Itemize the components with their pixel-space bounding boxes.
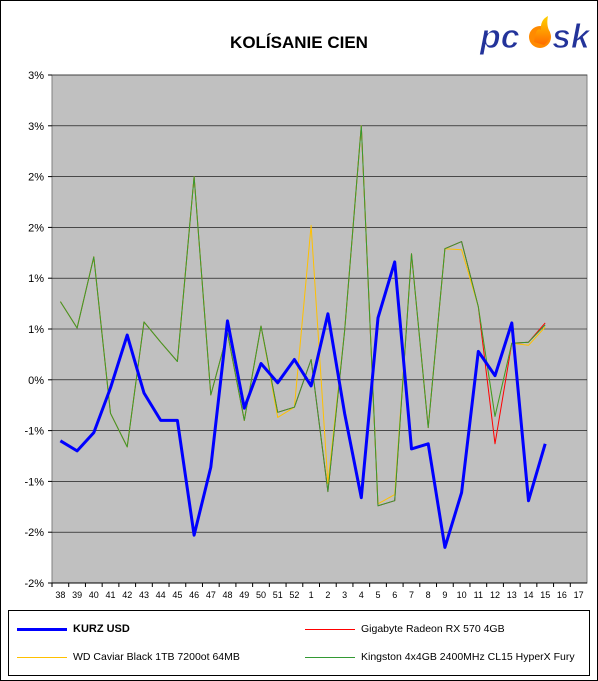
legend-label: Kingston 4x4GB 2400MHz CL15 HyperX Fury (361, 651, 575, 663)
pcosk-logo: pc sk (479, 16, 590, 57)
x-tick-label: 48 (223, 590, 233, 600)
y-tick-label: 3% (28, 121, 44, 133)
x-tick-label: 9 (442, 590, 447, 600)
y-tick-label: -1% (24, 426, 44, 438)
svg-text:pc: pc (479, 18, 520, 56)
x-tick-label: 43 (139, 590, 149, 600)
x-tick-label: 13 (507, 590, 517, 600)
x-tick-label: 7 (409, 590, 414, 600)
x-tick-label: 40 (89, 590, 99, 600)
x-tick-label: 11 (474, 590, 483, 600)
legend-label: Gigabyte Radeon RX 570 4GB (361, 623, 505, 635)
series-lines (59, 125, 547, 549)
y-tick-label: 3% (28, 70, 44, 82)
x-tick-label: 2 (325, 590, 330, 600)
x-tick-label: 4 (359, 590, 364, 600)
x-tick-label: 5 (376, 590, 381, 600)
x-tick-label: 3 (342, 590, 347, 600)
legend: KURZ USD Gigabyte Radeon RX 570 4GB WD C… (8, 610, 590, 676)
chart-title: KOLÍSANIE CIEN (230, 33, 368, 52)
x-tick-label: 47 (206, 590, 216, 600)
x-tick-label: 38 (55, 590, 65, 600)
x-axis-ticks: 38 39 40 41 42 43 44 45 46 47 48 49 50 51 52 1 2 3 4 5 6 7 8 9 1… (51, 582, 587, 600)
series-line-0 (59, 260, 547, 549)
x-tick-label: 51 (273, 590, 283, 600)
y-tick-label: 0% (28, 375, 44, 387)
legend-item-gigabyte: Gigabyte Radeon RX 570 4GB (305, 621, 505, 637)
x-tick-label: 16 (557, 590, 567, 600)
legend-item-kingston: Kingston 4x4GB 2400MHz CL15 HyperX Fury (305, 649, 575, 665)
x-tick-label: 45 (172, 590, 182, 600)
legend-swatch (17, 627, 67, 631)
x-tick-label: 12 (490, 590, 500, 600)
x-tick-label: 8 (426, 590, 431, 600)
x-tick-label: 50 (256, 590, 266, 600)
x-tick-label: 6 (392, 590, 397, 600)
legend-label: KURZ USD (73, 623, 130, 635)
x-tick-label: 52 (289, 590, 299, 600)
x-tick-label: 49 (239, 590, 249, 600)
svg-text:sk: sk (552, 18, 590, 56)
y-tick-label: 1% (28, 273, 44, 285)
y-axis-ticks: 3% 3% 2% 2% 1% 1% 0% -1% -1% -2% -2% (24, 70, 52, 590)
x-tick-label: 10 (457, 590, 467, 600)
x-tick-label: 39 (72, 590, 82, 600)
x-tick-label: 14 (523, 590, 533, 600)
legend-item-wd-caviar: WD Caviar Black 1TB 7200ot 64MB (17, 649, 240, 665)
x-tick-label: 42 (122, 590, 132, 600)
y-tick-label: -2% (24, 578, 44, 590)
gridlines (52, 74, 587, 584)
x-tick-label: 17 (574, 590, 584, 600)
legend-swatch (17, 656, 67, 658)
y-tick-label: -1% (24, 476, 44, 488)
x-tick-label: 44 (156, 590, 166, 600)
legend-swatch (305, 628, 355, 630)
legend-label: WD Caviar Black 1TB 7200ot 64MB (73, 651, 240, 663)
y-tick-label: 2% (28, 172, 44, 184)
x-tick-label: 1 (309, 590, 314, 600)
legend-swatch (305, 656, 355, 658)
x-tick-label: 46 (189, 590, 199, 600)
x-tick-label: 41 (106, 590, 116, 600)
x-tick-label: 15 (540, 590, 550, 600)
series-line-3 (59, 125, 546, 507)
y-tick-label: 1% (28, 324, 44, 336)
y-tick-label: -2% (24, 527, 44, 539)
y-tick-label: 2% (28, 222, 44, 234)
legend-item-kurz-usd: KURZ USD (17, 621, 130, 637)
